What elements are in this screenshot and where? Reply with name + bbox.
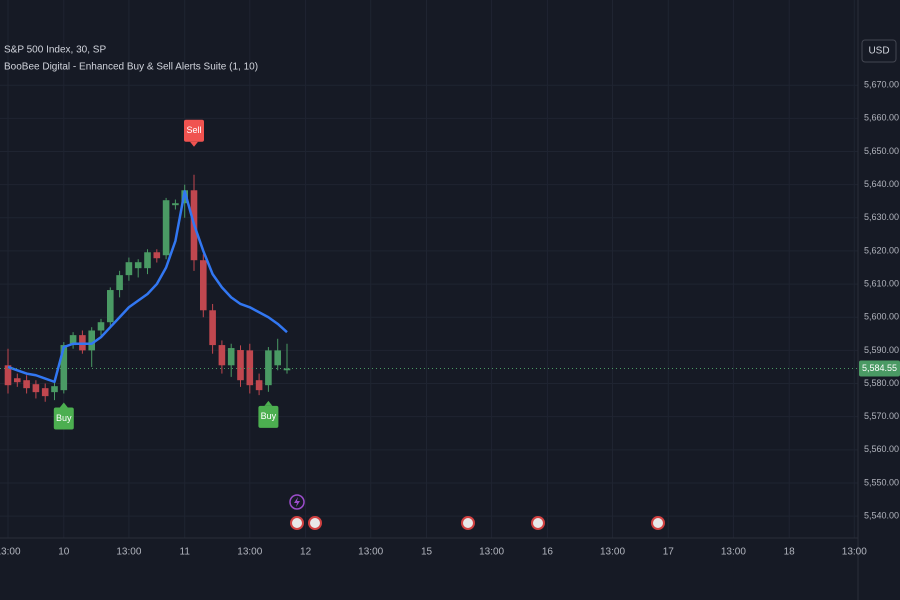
candle-body bbox=[32, 384, 40, 393]
x-tick-label: 13:00 bbox=[116, 547, 141, 558]
x-tick-label: 13:00 bbox=[237, 547, 262, 558]
candle-body bbox=[97, 322, 105, 331]
last-price-label: 5,584.55 bbox=[862, 363, 897, 373]
plot-area: Buy Sell Buy bbox=[0, 119, 858, 430]
candle-body bbox=[88, 330, 95, 351]
candle-body bbox=[51, 386, 58, 393]
signal-pointer bbox=[59, 402, 68, 408]
y-tick-label: 5,540.00 bbox=[864, 510, 899, 520]
candle-body bbox=[125, 262, 133, 276]
x-tick-label: 16 bbox=[542, 547, 554, 558]
candle-body bbox=[4, 365, 12, 386]
y-tick-label: 5,550.00 bbox=[864, 477, 899, 487]
y-tick-label: 5,650.00 bbox=[864, 146, 899, 156]
currency-box[interactable] bbox=[861, 39, 897, 63]
x-tick-label: 10 bbox=[58, 547, 70, 558]
candle-body bbox=[200, 260, 207, 311]
x-tick-label: 13:00 bbox=[0, 547, 21, 558]
y-tick-label: 5,590.00 bbox=[864, 345, 899, 355]
candle-body bbox=[23, 380, 30, 389]
signal-text: Buy bbox=[261, 411, 277, 421]
y-tick-label: 5,640.00 bbox=[864, 179, 899, 189]
event-icon[interactable] bbox=[651, 516, 665, 530]
event-icon[interactable] bbox=[531, 516, 545, 530]
x-tick-label: 13:00 bbox=[479, 547, 504, 558]
x-tick-label: 13:00 bbox=[358, 547, 383, 558]
signal-text: Buy bbox=[56, 413, 72, 423]
x-tick-label: 13:00 bbox=[842, 547, 867, 558]
y-tick-label: 5,610.00 bbox=[864, 278, 899, 288]
last-price-box bbox=[859, 360, 900, 377]
signal-box bbox=[258, 405, 279, 428]
candle-body bbox=[246, 350, 254, 386]
x-tick-label: 18 bbox=[784, 547, 796, 558]
candle-body bbox=[283, 368, 291, 371]
grid bbox=[0, 0, 858, 538]
candle-body bbox=[60, 345, 68, 391]
x-tick-label: 17 bbox=[663, 547, 675, 558]
candle-body bbox=[69, 335, 77, 346]
y-tick-label: 5,630.00 bbox=[864, 212, 899, 222]
x-tick-label: 13:00 bbox=[600, 547, 625, 558]
candle-body bbox=[209, 310, 216, 346]
candle-body bbox=[134, 262, 142, 269]
y-tick-label: 5,580.00 bbox=[864, 378, 899, 388]
candle-body bbox=[172, 203, 179, 206]
candle-body bbox=[227, 348, 235, 366]
events bbox=[289, 494, 665, 530]
signal-label: Sell bbox=[184, 119, 204, 147]
candle-body bbox=[265, 350, 272, 386]
y-tick-label: 5,570.00 bbox=[864, 411, 899, 421]
candle-body bbox=[116, 275, 123, 291]
y-tick-label: 5,600.00 bbox=[864, 312, 899, 322]
signal-pointer bbox=[264, 400, 273, 406]
event-glyph bbox=[294, 497, 300, 507]
x-tick-label: 13:00 bbox=[721, 547, 746, 558]
signal-text: Sell bbox=[186, 125, 201, 135]
signal-label: Buy bbox=[258, 400, 279, 428]
event-icon[interactable] bbox=[308, 516, 322, 530]
candle-body bbox=[218, 345, 226, 366]
indicator-title: BooBee Digital - Enhanced Buy & Sell Ale… bbox=[4, 62, 258, 73]
candle-body bbox=[107, 290, 114, 323]
signal-box bbox=[53, 407, 74, 430]
candle-body bbox=[14, 378, 21, 383]
indicator-line bbox=[7, 190, 288, 384]
candle-body bbox=[255, 380, 263, 391]
candle-body bbox=[237, 350, 244, 381]
event-icon[interactable] bbox=[290, 516, 304, 530]
y-tick-label: 5,560.00 bbox=[864, 444, 899, 454]
y-tick-label: 5,660.00 bbox=[864, 113, 899, 123]
x-tick-label: 11 bbox=[180, 547, 191, 558]
signal-box bbox=[184, 119, 204, 142]
candle-body bbox=[162, 200, 170, 256]
signal-pointer bbox=[190, 141, 198, 147]
signal-label: Buy bbox=[53, 402, 74, 430]
event-icon[interactable] bbox=[461, 516, 475, 530]
y-tick-label: 5,620.00 bbox=[864, 245, 899, 255]
candle-body bbox=[41, 388, 49, 397]
candle-body bbox=[153, 252, 161, 259]
x-tick-label: 15 bbox=[421, 547, 433, 558]
currency[interactable]: USD bbox=[868, 46, 889, 57]
chart-title: S&P 500 Index, 30, SP bbox=[4, 45, 106, 56]
x-tick-label: 12 bbox=[300, 547, 312, 558]
candle-body bbox=[144, 252, 151, 269]
candle-body bbox=[274, 350, 281, 366]
y-tick-label: 5,670.00 bbox=[864, 80, 899, 90]
